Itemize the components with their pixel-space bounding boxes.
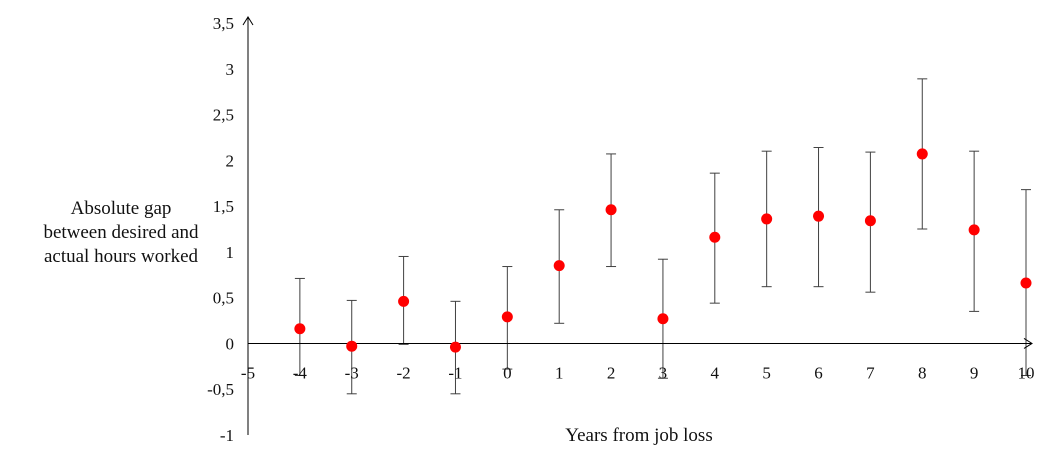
x-tick-label: -1 (448, 363, 462, 382)
x-axis-arrow (1023, 338, 1033, 349)
x-tick-label: 7 (866, 363, 875, 382)
y-tick-label: 3,5 (213, 14, 234, 33)
y-tick-label: 2,5 (213, 106, 234, 125)
x-tick-label: -3 (345, 363, 359, 382)
x-tick-label: 10 (1018, 363, 1035, 382)
x-tick-label: 3 (659, 363, 668, 382)
y-tick-label: 2 (226, 151, 235, 170)
data-point (968, 224, 980, 236)
x-tick-label: 2 (607, 363, 616, 382)
data-point (813, 210, 825, 222)
y-axis-title-line: Absolute gap (71, 198, 172, 219)
data-point (501, 311, 513, 323)
x-tick-label: -4 (293, 363, 308, 382)
y-tick-label: 0,5 (213, 289, 234, 308)
x-tick-label: 4 (711, 363, 720, 382)
x-tick-label: 5 (762, 363, 771, 382)
x-tick-label: -5 (241, 363, 255, 382)
y-axis-title-line: between desired and (43, 222, 199, 243)
y-axis-title-line: actual hours worked (44, 246, 199, 267)
x-tick-label: 9 (970, 363, 979, 382)
data-point (605, 204, 617, 216)
y-tick-label: 0 (226, 334, 235, 353)
data-point (709, 231, 721, 243)
x-tick-label: 0 (503, 363, 512, 382)
y-tick-label: 1,5 (213, 197, 234, 216)
axes-group (242, 16, 1033, 435)
y-tick-label: 1 (226, 243, 235, 262)
y-tick-label: 3 (226, 60, 235, 79)
data-point (761, 213, 773, 225)
x-tick-label: 6 (814, 363, 823, 382)
data-point (864, 215, 876, 227)
y-tick-label: -1 (220, 426, 234, 445)
data-point (916, 148, 928, 160)
x-tick-label: 1 (555, 363, 564, 382)
x-tick-label: -2 (397, 363, 411, 382)
data-point (1020, 277, 1032, 289)
data-point (346, 340, 358, 352)
y-tick-label: -0,5 (207, 380, 234, 399)
x-tick-label: 8 (918, 363, 927, 382)
data-points-group (294, 148, 1032, 353)
labels-group: -1 -0,5 0 0,5 1 1,5 2 2,5 3 3,5 -5 -4 -3 -2 -1 0 1 2 3 4 5 6 7… (43, 14, 1034, 446)
x-axis-title: Years from job loss (565, 425, 712, 446)
data-point (449, 341, 461, 353)
data-point (657, 313, 669, 325)
y-axis-arrow (242, 16, 254, 26)
error-bars-group (294, 78, 1031, 395)
data-point (294, 323, 306, 335)
data-point (553, 260, 565, 272)
data-point (398, 295, 410, 307)
